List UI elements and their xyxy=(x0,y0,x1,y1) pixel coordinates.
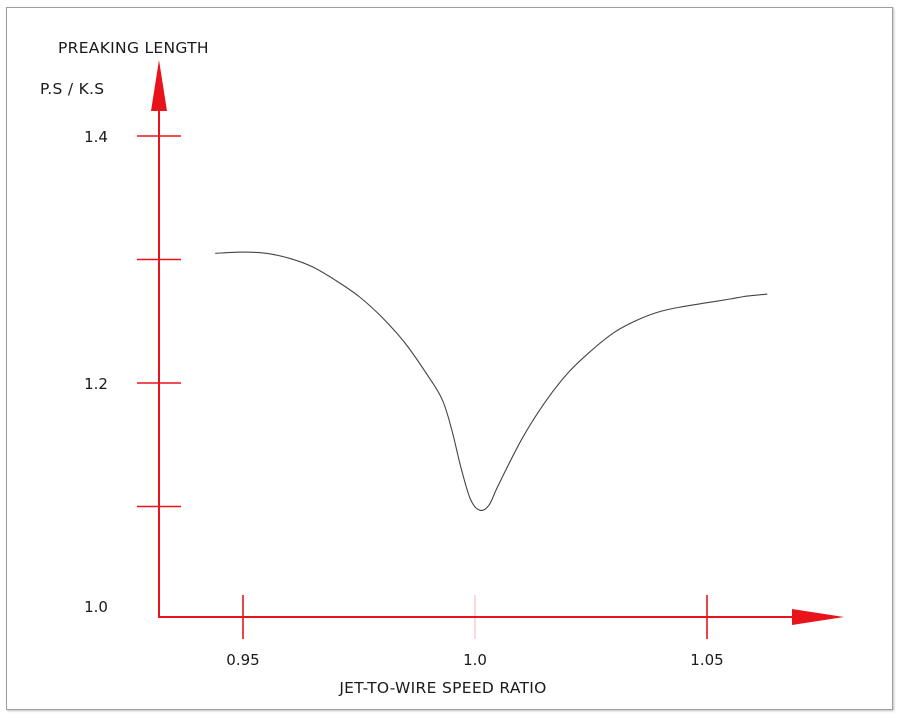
y-axis-subtitle: P.S / K.S xyxy=(40,80,104,98)
x-axis-title: JET-TO-WIRE SPEED RATIO xyxy=(338,679,546,697)
y-tick-label: 1.0 xyxy=(84,598,108,616)
y-axis-arrowhead xyxy=(151,60,167,111)
x-ticks: 0.95 1.0 1.05 xyxy=(226,595,724,669)
x-tick-label: 0.95 xyxy=(226,651,259,669)
x-tick-label: 1.0 xyxy=(463,651,487,669)
chart-frame xyxy=(6,7,893,710)
series-line xyxy=(215,251,768,511)
y-tick-label: 1.2 xyxy=(84,375,108,393)
x-axis-arrowhead xyxy=(792,609,844,625)
y-tick-label: 1.4 xyxy=(84,128,108,146)
x-tick-label: 1.05 xyxy=(690,651,723,669)
y-axis-title: PREAKING LENGTH xyxy=(58,39,209,57)
y-ticks: 1.0 1.2 1.4 xyxy=(84,128,181,616)
